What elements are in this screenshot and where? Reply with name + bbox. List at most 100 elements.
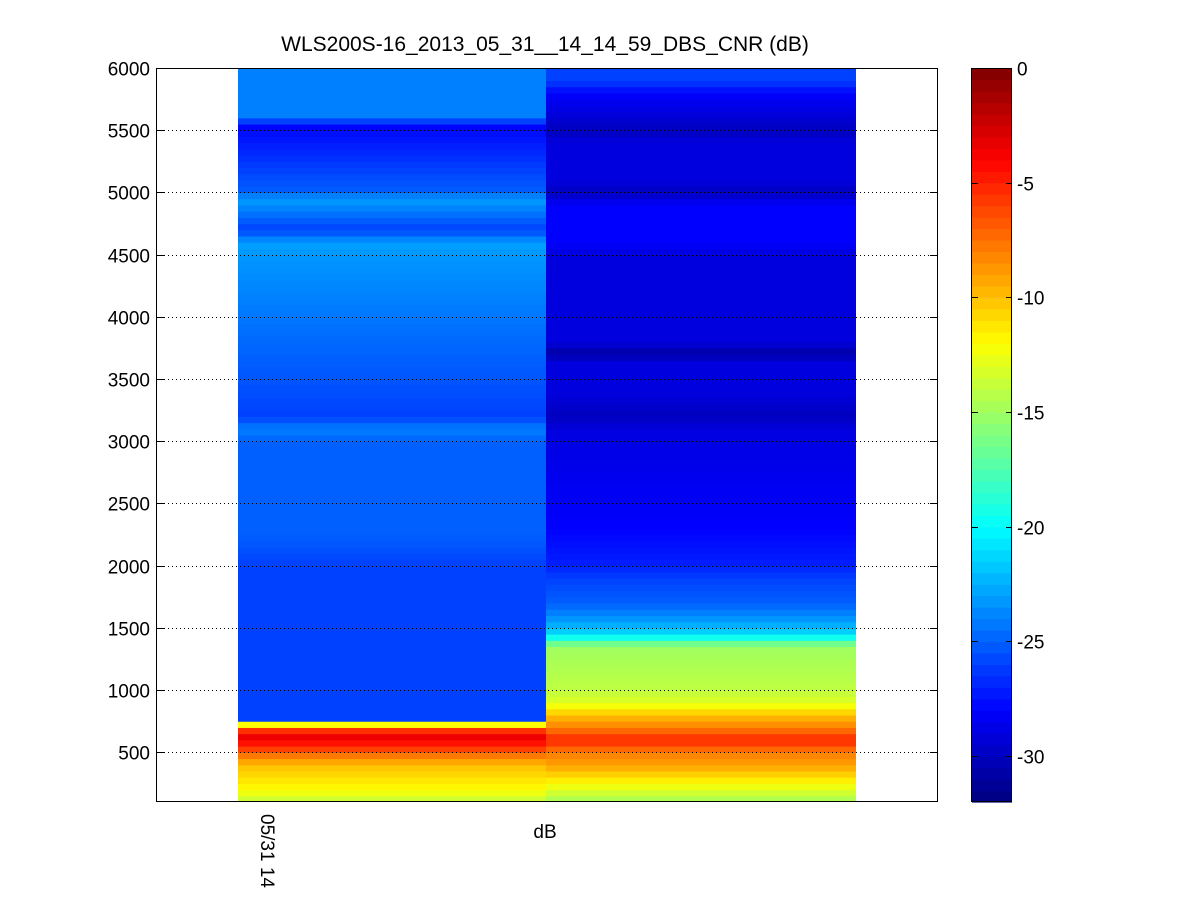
heatmap-cell (546, 602, 856, 610)
colorbar-band (972, 274, 1012, 287)
colorbar-band (972, 412, 1012, 425)
heatmap-cell (238, 615, 546, 623)
heatmap-cell (238, 391, 546, 399)
colorbar-band (972, 113, 1012, 126)
heatmap-cell (238, 304, 546, 312)
colorbar-band (972, 595, 1012, 608)
heatmap-cell (546, 733, 856, 741)
colorbar-band (972, 675, 1012, 688)
heatmap-cell (546, 478, 856, 486)
heatmap-cell (546, 173, 856, 181)
colorbar-band (972, 125, 1012, 138)
heatmap-cell (546, 746, 856, 753)
heatmap-cell (546, 136, 856, 144)
heatmap-cell (546, 410, 856, 417)
heatmap-cell (238, 428, 546, 436)
colorbar-band (972, 171, 1012, 184)
heatmap-cell (546, 515, 856, 523)
colorbar-band (972, 377, 1012, 390)
heatmap-cell (238, 596, 546, 604)
colorbar-band (972, 262, 1012, 276)
heatmap-cell (546, 447, 856, 455)
heatmap-cell (546, 260, 856, 268)
colorbar-band (972, 389, 1012, 402)
heatmap-cell (238, 578, 546, 585)
colorbar-frame (971, 68, 1012, 802)
colorbar-band (972, 480, 1012, 493)
heatmap-cell (546, 497, 856, 505)
heatmap-cell (546, 578, 856, 585)
heatmap-cell (546, 484, 856, 492)
heatmap-cell (238, 472, 546, 480)
heatmap-cell (238, 634, 546, 641)
heatmap-cell (546, 273, 856, 281)
colorbar-band (972, 102, 1012, 115)
heatmap-cell (546, 435, 856, 442)
heatmap-cell (238, 546, 546, 554)
heatmap-cell (238, 584, 546, 592)
heatmap-cell (238, 192, 546, 200)
heatmap-cell (238, 211, 546, 218)
heatmap-cell (238, 167, 546, 175)
heatmap-cell (238, 179, 546, 187)
heatmap-cell (238, 267, 546, 274)
heatmap-cell (546, 528, 856, 536)
heatmap-cell (238, 658, 546, 666)
colorbar-band (972, 779, 1012, 792)
heatmap-cell (238, 683, 546, 691)
heatmap-cell (546, 658, 856, 666)
heatmap-cell (546, 167, 856, 175)
colorbar-band (972, 79, 1012, 92)
y-tick-label: 1000 (108, 682, 150, 703)
heatmap-cell (238, 484, 546, 492)
heatmap-cell (546, 142, 856, 150)
heatmap-cell (238, 708, 546, 716)
heatmap-cell (238, 298, 546, 305)
heatmap-cell (546, 68, 856, 75)
colorbar-band (972, 492, 1012, 505)
heatmap-cell (546, 428, 856, 436)
heatmap-cell (238, 441, 546, 449)
heatmap-cell (546, 161, 856, 169)
colorbar-band (972, 159, 1012, 172)
heatmap-cell (546, 596, 856, 604)
heatmap-cell (238, 217, 546, 225)
heatmap-cell (238, 161, 546, 169)
heatmap-cell (546, 105, 856, 113)
heatmap-cell (238, 416, 546, 424)
colorbar-band (972, 435, 1012, 448)
colorbar-tick-label: -10 (1017, 289, 1044, 310)
heatmap-cell (238, 123, 546, 131)
heatmap-cell (546, 584, 856, 592)
heatmap-cell (546, 609, 856, 616)
heatmap-cell (238, 646, 546, 654)
heatmap-cell (546, 696, 856, 704)
heatmap-cell (238, 310, 546, 318)
heatmap-cell (238, 335, 546, 343)
heatmap-cell (546, 540, 856, 548)
colorbar-band (972, 538, 1012, 551)
heatmap-cell (546, 683, 856, 691)
heatmap-cell (546, 777, 856, 784)
heatmap-cell (238, 522, 546, 529)
heatmap-cell (546, 702, 856, 710)
heatmap-cell (238, 665, 546, 672)
heatmap-cell (238, 86, 546, 94)
colorbar-tick-label: -15 (1017, 404, 1044, 425)
heatmap-cell (238, 204, 546, 212)
heatmap-cell (238, 540, 546, 548)
colorbar-band (972, 572, 1012, 585)
colorbar-band (972, 423, 1012, 436)
colorbar-band (972, 308, 1012, 321)
y-tick-label: 4500 (108, 247, 150, 268)
y-tick-label: 2500 (108, 495, 150, 516)
heatmap-cell (238, 68, 546, 75)
colorbar-band (972, 561, 1012, 574)
heatmap-cell (238, 347, 546, 355)
heatmap-cell (546, 615, 856, 623)
heatmap-cell (546, 285, 856, 293)
colorbar-band (972, 710, 1012, 723)
heatmap-cell (546, 279, 856, 287)
heatmap-cell (238, 478, 546, 486)
heatmap-cell (238, 727, 546, 735)
